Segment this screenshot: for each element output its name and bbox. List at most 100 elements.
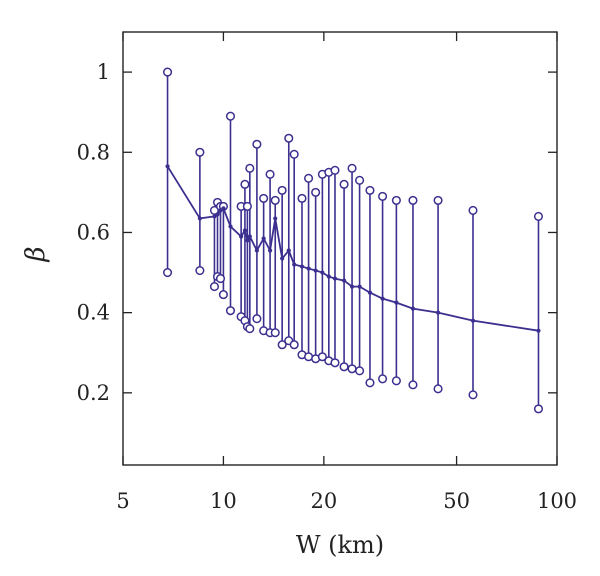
max-marker	[245, 163, 255, 173]
mean-line	[166, 165, 539, 332]
x-tick-label: 20	[310, 489, 337, 513]
max-marker	[297, 193, 307, 203]
max-marker	[162, 67, 173, 77]
mean-point	[306, 266, 311, 271]
min-marker	[339, 362, 349, 372]
max-marker	[209, 205, 220, 215]
min-marker	[317, 352, 327, 362]
mean-point	[245, 238, 250, 243]
mean-point	[326, 274, 331, 279]
max-marker	[252, 139, 262, 149]
max-marker	[277, 185, 287, 195]
min-marker	[533, 404, 544, 414]
mean-point	[313, 268, 318, 273]
mean-point	[215, 212, 220, 217]
max-marker	[225, 111, 236, 121]
mean-point	[261, 236, 266, 241]
mean-point	[435, 310, 441, 315]
min-marker	[468, 390, 478, 400]
max-marker	[270, 195, 280, 205]
min-marker	[433, 384, 443, 394]
max-marker	[259, 193, 269, 203]
mean-point	[197, 216, 202, 221]
max-marker	[304, 173, 314, 183]
mean-point	[286, 248, 291, 253]
min-marker	[277, 340, 287, 350]
min-marker	[245, 324, 255, 334]
max-marker	[378, 191, 388, 201]
min-marker	[355, 366, 365, 376]
x-tick-label: 100	[537, 489, 577, 513]
mean-point	[536, 328, 541, 333]
max-marker	[330, 165, 340, 175]
y-tick-label: 0.4	[77, 301, 110, 325]
max-marker	[365, 185, 375, 195]
plot-frame	[122, 31, 558, 466]
mean-point	[410, 306, 416, 311]
min-marker	[195, 266, 205, 276]
mean-point	[221, 206, 226, 211]
mean-point	[380, 296, 385, 301]
mean-point	[394, 300, 399, 305]
mean-point	[254, 248, 259, 253]
max-marker	[468, 205, 478, 215]
min-marker	[252, 314, 262, 324]
mean-point	[165, 164, 170, 169]
max-marker	[284, 133, 294, 143]
mean-point	[341, 278, 347, 283]
mean-point	[349, 284, 355, 289]
mean-point	[332, 276, 338, 281]
mean-point	[212, 214, 217, 219]
min-marker	[408, 380, 418, 390]
mean-point	[273, 216, 278, 221]
min-marker	[289, 340, 299, 350]
min-marker	[378, 374, 388, 384]
max-marker	[391, 195, 401, 205]
max-marker	[339, 179, 349, 189]
max-marker	[195, 147, 205, 157]
max-marker	[311, 187, 321, 197]
x-axis-label: W (km)	[296, 531, 384, 559]
mean-point	[228, 224, 233, 229]
min-marker	[330, 358, 340, 368]
mean-point	[247, 234, 252, 239]
min-marker	[270, 328, 280, 338]
min-marker	[347, 364, 357, 374]
min-marker	[218, 290, 228, 300]
max-marker	[240, 179, 250, 189]
min-marker	[365, 378, 375, 388]
max-marker	[289, 149, 299, 159]
mean-point	[242, 228, 248, 233]
mean-point	[239, 234, 244, 239]
error-bars	[166, 72, 540, 409]
max-marker	[408, 195, 418, 205]
y-tick-label: 0.6	[77, 220, 110, 244]
min-marker	[162, 268, 173, 278]
mean-point	[292, 262, 297, 267]
min-marker	[215, 274, 226, 284]
max-marker	[242, 201, 252, 211]
mean-point	[267, 248, 273, 253]
max-marker	[355, 175, 365, 185]
mean-point	[299, 264, 305, 269]
max-marker	[265, 169, 275, 179]
y-axis-label: β	[21, 246, 51, 262]
data-points	[162, 67, 544, 414]
mean-point	[470, 318, 476, 323]
mean-point	[367, 290, 373, 295]
mean-point	[280, 256, 285, 261]
mean-point	[357, 284, 362, 289]
mean-point	[320, 270, 325, 275]
y-tick-label: 0.2	[77, 381, 110, 405]
min-marker	[225, 306, 236, 316]
x-tick-label: 10	[210, 489, 237, 513]
min-marker	[391, 376, 401, 386]
y-tick-label: 0.8	[77, 140, 110, 164]
max-marker	[433, 195, 443, 205]
max-marker	[533, 211, 544, 221]
x-tick-label: 50	[443, 489, 470, 513]
x-tick-label: 5	[116, 489, 129, 513]
min-marker	[209, 282, 220, 292]
y-tick-label: 1	[97, 60, 110, 84]
